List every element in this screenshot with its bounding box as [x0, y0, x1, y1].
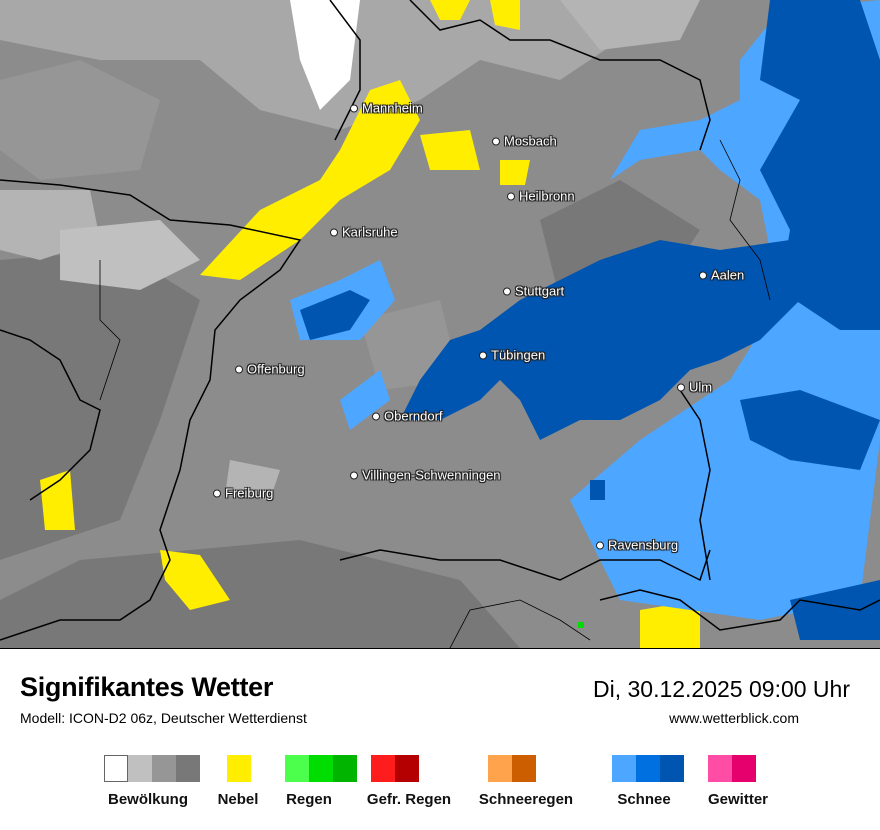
weather-map[interactable]: Mannheim Mosbach Heilbronn Karlsruhe Stu… [0, 0, 880, 649]
city-dot [213, 489, 221, 497]
city-label: Mannheim [362, 100, 423, 116]
legend-color-swatch [395, 755, 419, 782]
city-ulm: Ulm [677, 380, 712, 395]
city-label: Villingen-Schwenningen [362, 467, 501, 483]
legend-color-swatch [512, 755, 536, 782]
city-label: Tübingen [491, 347, 546, 363]
legend-color-swatch [636, 755, 660, 782]
city-mosbach: Mosbach [492, 134, 557, 149]
city-dot [350, 104, 358, 112]
city-label: Ravensburg [608, 537, 679, 553]
legend-color-swatch [708, 755, 732, 782]
city-aalen: Aalen [699, 268, 744, 283]
city-dot [330, 228, 338, 236]
city-oberndorf: Oberndorf [372, 409, 443, 424]
city-freiburg: Freiburg [213, 486, 273, 501]
forecast-datetime: Di, 30.12.2025 09:00 Uhr [592, 676, 850, 702]
legend-label: Regen [286, 791, 332, 808]
legend-label: Schnee [617, 791, 671, 808]
page-title: Signifikantes Wetter [20, 672, 274, 702]
website-link[interactable]: www.wetterblick.com [669, 710, 799, 726]
legend-color-swatch [371, 755, 395, 782]
legend-swatches-gewitter [708, 755, 756, 782]
legend-color-swatch [227, 755, 251, 782]
city-label: Oberndorf [384, 408, 443, 424]
legend-color-swatch [104, 755, 128, 782]
legend-label: Nebel [217, 791, 259, 808]
legend-color-swatch [152, 755, 176, 782]
legend-color-swatch [488, 755, 512, 782]
legend-color-swatch [285, 755, 309, 782]
city-label: Freiburg [225, 485, 274, 501]
legend-swatches-regen [285, 755, 357, 782]
legend-label: Gewitter [707, 791, 769, 808]
legend-label: Bewölkung [107, 791, 189, 808]
city-dot [350, 471, 358, 479]
legend-label: Schneeregen [478, 791, 574, 808]
model-subtitle: Modell: ICON-D2 06z, Deutscher Wetterdie… [20, 710, 307, 726]
city-offenburg: Offenburg [235, 362, 305, 377]
city-dot [235, 365, 243, 373]
city-label: Mosbach [504, 133, 557, 149]
city-karlsruhe: Karlsruhe [330, 225, 398, 240]
legend-label: Gefr. Regen [366, 791, 452, 808]
legend-swatches-schnee [612, 755, 684, 782]
city-label: Offenburg [247, 361, 305, 377]
city-dot [479, 351, 487, 359]
legend-color-swatch [176, 755, 200, 782]
city-mannheim: Mannheim [350, 101, 423, 116]
legend-color-swatch [732, 755, 756, 782]
city-dot [699, 271, 707, 279]
city-heilbronn: Heilbronn [507, 189, 575, 204]
city-dot [507, 192, 515, 200]
city-stuttgart: Stuttgart [503, 284, 564, 299]
legend-swatches-nebel [227, 755, 251, 782]
city-label: Stuttgart [515, 283, 565, 299]
weather-raster [0, 0, 880, 648]
city-ravensburg: Ravensburg [596, 538, 678, 553]
city-villingen-schwenningen: Villingen-Schwenningen [350, 468, 501, 483]
legend-color-swatch [612, 755, 636, 782]
city-dot [596, 541, 604, 549]
city-label: Ulm [689, 379, 713, 395]
legend-color-swatch [660, 755, 684, 782]
legend-swatches-bewölkung [104, 755, 200, 782]
legend-color-swatch [333, 755, 357, 782]
legend-swatches-schneeregen [488, 755, 536, 782]
city-tuebingen: Tübingen [479, 348, 545, 363]
city-dot [503, 287, 511, 295]
legend-color-swatch [309, 755, 333, 782]
city-dot [677, 383, 685, 391]
legend: Bewölkung Nebel Regen Gefr. Regen Schneerege… [0, 755, 880, 815]
city-label: Aalen [711, 267, 745, 283]
city-dot [372, 412, 380, 420]
city-label: Heilbronn [519, 188, 575, 204]
city-dot [492, 137, 500, 145]
legend-color-swatch [128, 755, 152, 782]
city-label: Karlsruhe [342, 224, 398, 240]
legend-swatches-gefr-regen [371, 755, 419, 782]
